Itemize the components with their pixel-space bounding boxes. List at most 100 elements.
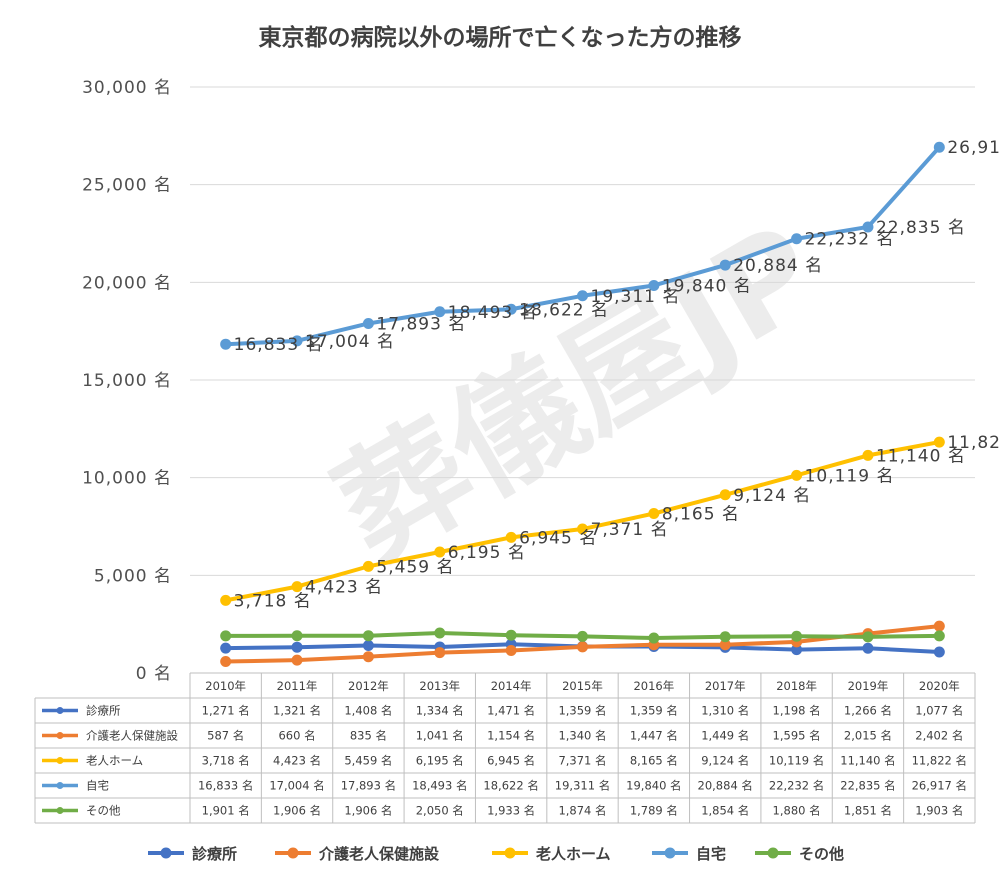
data-label: 6,195 名 [448, 543, 526, 563]
data-point [577, 641, 588, 653]
y-tick-label: 20,000 名 [82, 273, 172, 293]
table-cell: 1,789 名 [630, 804, 678, 818]
table-cell: 2,050 名 [416, 804, 464, 818]
data-point [505, 531, 517, 543]
data-label: 18,493 名 [448, 303, 538, 323]
table-cell: 1,408 名 [344, 704, 392, 718]
data-point [862, 631, 874, 643]
table-cell: 660 名 [278, 729, 315, 743]
table-cell: 17,893 名 [341, 779, 396, 793]
table-legend-marker [56, 757, 64, 764]
table-cell: 1,595 名 [773, 729, 821, 743]
table-cell: 4,423 名 [273, 754, 321, 768]
table-cell: 10,119 名 [769, 754, 824, 768]
data-label: 19,311 名 [591, 287, 681, 307]
table-cell: 1,077 名 [915, 704, 963, 718]
data-point [719, 631, 731, 643]
table-header-cell: 2019年 [848, 679, 889, 693]
table-cell: 7,371 名 [558, 754, 606, 768]
table-cell: 11,822 名 [912, 754, 967, 768]
legend-marker [767, 847, 779, 859]
data-point [648, 508, 660, 520]
data-label: 17,893 名 [376, 314, 466, 334]
y-tick-label: 15,000 名 [82, 371, 172, 391]
legend-marker [664, 847, 676, 859]
table-cell: 9,124 名 [701, 754, 749, 768]
data-point [862, 449, 874, 461]
table-cell: 1,903 名 [915, 804, 963, 818]
table-cell: 17,004 名 [269, 779, 324, 793]
table-cell: 1,906 名 [273, 804, 321, 818]
chart-title: 東京都の病院以外の場所で亡くなった方の推移 [259, 24, 742, 51]
table-cell: 1,359 名 [630, 704, 678, 718]
data-label: 11,140 名 [876, 446, 966, 466]
data-point [791, 233, 803, 245]
table-legend-marker [56, 807, 64, 814]
table-cell: 1,359 名 [558, 704, 606, 718]
data-point [434, 647, 446, 659]
data-point [933, 436, 945, 448]
table-header-cell: 2017年 [705, 679, 746, 693]
legend-marker [287, 847, 299, 859]
data-label: 19,840 名 [662, 276, 752, 296]
table-cell: 8,165 名 [630, 754, 678, 768]
table-row-name: 診療所 [86, 704, 121, 718]
table-cell: 3,718 名 [202, 754, 250, 768]
table-cell: 1,471 名 [487, 704, 535, 718]
legend-label: その他 [799, 845, 844, 863]
y-tick-label: 5,000 名 [94, 566, 172, 586]
data-label: 20,884 名 [733, 256, 823, 276]
table-cell: 587 名 [207, 729, 244, 743]
data-point [362, 630, 374, 642]
table-header-cell: 2011年 [277, 679, 318, 693]
y-tick-label: 25,000 名 [82, 176, 172, 196]
data-point [291, 335, 303, 347]
data-point [933, 646, 945, 658]
table-cell: 1,449 名 [701, 729, 749, 743]
data-point [362, 560, 374, 572]
data-point [505, 644, 517, 656]
data-point [291, 630, 303, 642]
table-cell: 22,835 名 [840, 779, 895, 793]
table-cell: 1,874 名 [558, 804, 606, 818]
table-cell: 1,198 名 [773, 704, 821, 718]
data-label: 22,835 名 [876, 218, 966, 238]
table-header-cell: 2016年 [633, 679, 674, 693]
data-label: 18,622 名 [519, 300, 609, 320]
table-header-cell: 2010年 [205, 679, 246, 693]
data-point [434, 627, 446, 639]
table-cell: 1,334 名 [416, 704, 464, 718]
data-point [648, 632, 660, 644]
data-point [362, 639, 374, 651]
data-point [933, 620, 945, 632]
table-cell: 16,833 名 [198, 779, 253, 793]
table-cell: 1,321 名 [273, 704, 321, 718]
data-point [220, 338, 232, 350]
data-point [577, 630, 588, 642]
table-cell: 1,901 名 [202, 804, 250, 818]
legend-marker [504, 847, 516, 859]
data-label: 17,004 名 [305, 332, 395, 352]
table-header-cell: 2012年 [348, 679, 389, 693]
table-header-cell: 2013年 [419, 679, 460, 693]
data-label: 6,945 名 [519, 528, 597, 548]
data-point [434, 306, 446, 318]
table-header-cell: 2015年 [562, 679, 603, 693]
data-point [505, 629, 517, 641]
table-cell: 11,140 名 [840, 754, 895, 768]
y-tick-label: 0 名 [136, 664, 172, 684]
table-cell: 20,884 名 [698, 779, 753, 793]
data-point [291, 654, 303, 666]
table-cell: 1,854 名 [701, 804, 749, 818]
data-point [791, 644, 803, 656]
legend-label: 自宅 [696, 845, 726, 863]
table-cell: 835 名 [350, 729, 387, 743]
table-cell: 18,622 名 [483, 779, 538, 793]
table-legend-marker [56, 732, 64, 739]
table-header-cell: 2020年 [919, 679, 960, 693]
table-cell: 6,945 名 [487, 754, 535, 768]
table-cell: 22,232 名 [769, 779, 824, 793]
table-cell: 1,851 名 [844, 804, 892, 818]
data-point [434, 546, 446, 558]
